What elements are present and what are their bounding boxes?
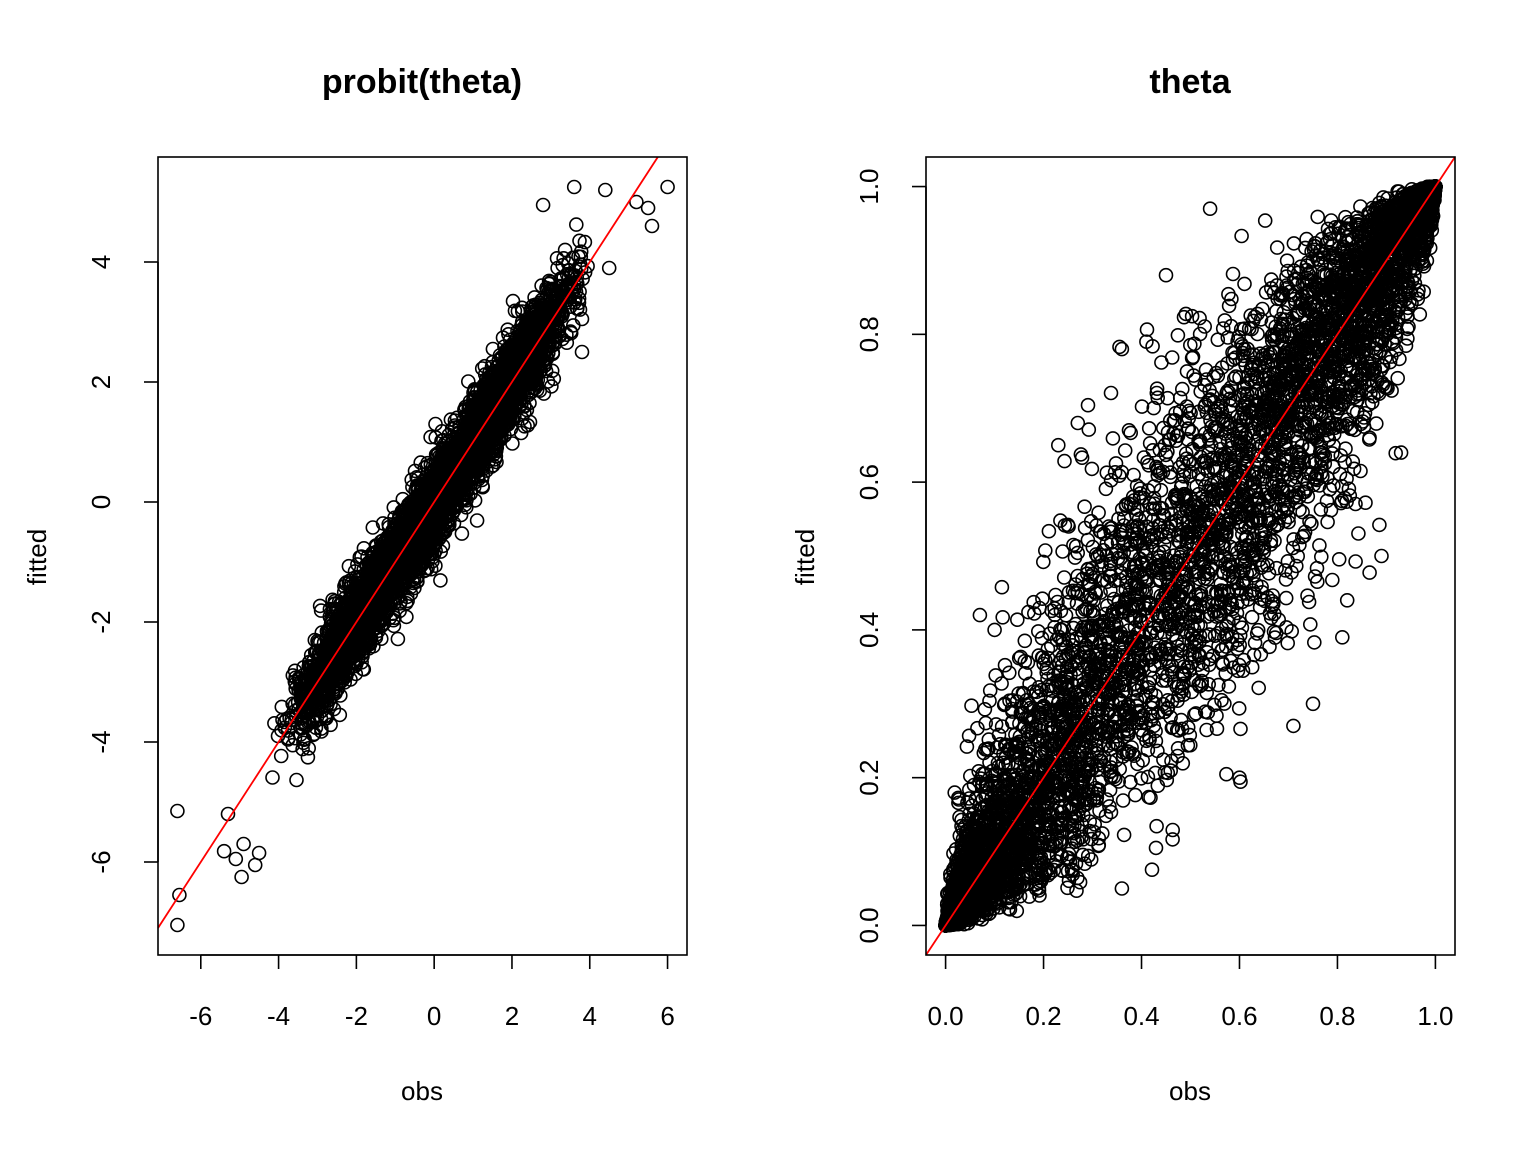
x-tick-label: -6	[189, 1001, 212, 1031]
data-point	[301, 740, 317, 756]
data-point	[390, 631, 406, 647]
data-point	[557, 242, 573, 258]
data-point	[433, 573, 448, 588]
data-point	[572, 233, 587, 249]
data-point	[300, 749, 316, 765]
x-tick-label: 4	[583, 1001, 597, 1031]
y-axis-label: fitted	[22, 529, 52, 585]
y-tick-label: -2	[86, 610, 116, 633]
x-axis: -6 -4 -2 0 2 4 6	[189, 954, 675, 1031]
probit-theta-panel: probit(theta) obs fitted -6 -4 -2 0 2 4 6 -6 -4…	[22, 63, 688, 1106]
y-axis: -6 -4 -2 0 2 4	[86, 255, 159, 874]
data-point	[568, 217, 584, 232]
x-tick-label: 2	[505, 1001, 519, 1031]
scatter-points	[170, 179, 675, 933]
y-tick-label: -4	[86, 730, 116, 753]
data-point	[469, 513, 485, 528]
y-tick-label: 4	[86, 255, 116, 269]
data-point	[577, 234, 593, 250]
y-tick-label: 2	[86, 375, 116, 389]
x-tick-label: 6	[660, 1001, 674, 1031]
data-point	[580, 258, 595, 274]
y-tick-label: 0	[86, 495, 116, 509]
data-point	[273, 748, 289, 764]
x-tick-label: -4	[267, 1001, 290, 1031]
data-point	[289, 772, 304, 788]
y-tick-label: -6	[86, 850, 116, 873]
chart-title: probit(theta)	[322, 63, 522, 101]
data-point	[265, 770, 280, 785]
x-tick-label: 0	[427, 1001, 441, 1031]
x-axis-label: obs	[401, 1076, 443, 1106]
x-tick-label: -2	[345, 1001, 368, 1031]
